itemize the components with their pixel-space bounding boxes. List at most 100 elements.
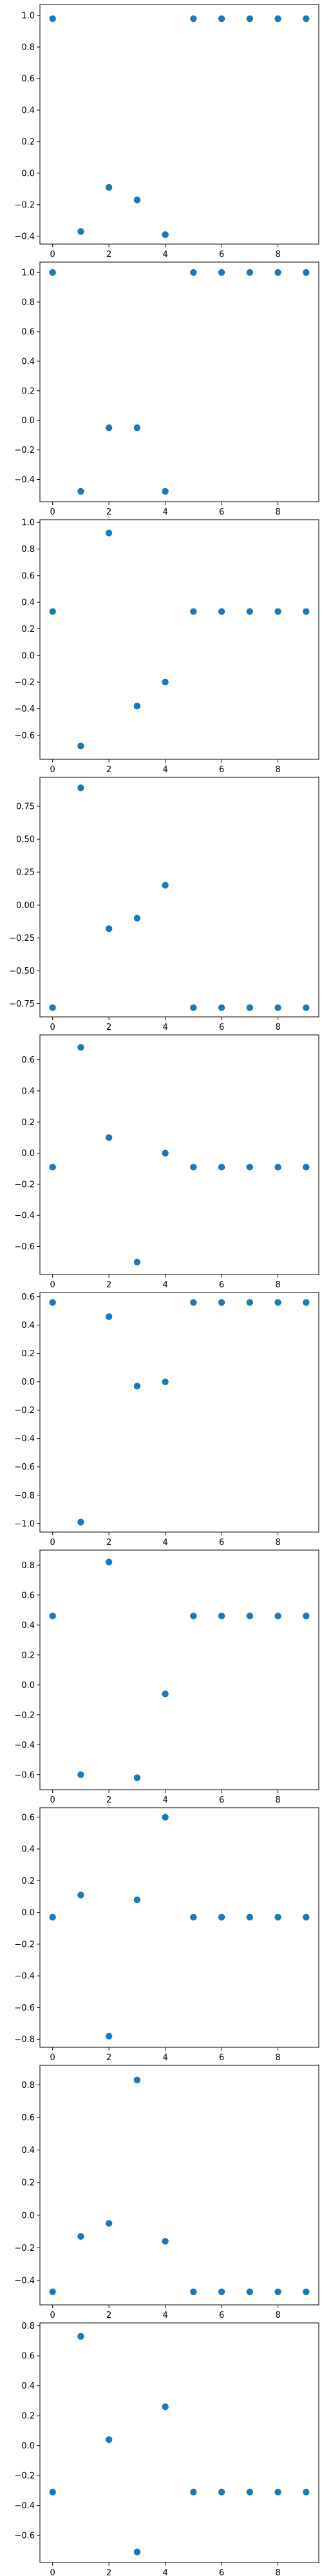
x-tick-label: 0	[50, 250, 55, 260]
axes-frame	[40, 777, 319, 1017]
y-tick-label: 0.2	[21, 625, 35, 634]
y-tick-label: 0.75	[16, 802, 35, 811]
x-tick-label: 6	[219, 1538, 224, 1548]
x-tick-label: 4	[162, 1538, 167, 1548]
y-tick-label: 0.2	[21, 2179, 35, 2188]
data-point	[218, 15, 225, 22]
data-point	[218, 1299, 225, 1305]
y-tick-label: −0.4	[14, 232, 35, 242]
y-tick-label: 0.4	[21, 1321, 35, 1331]
x-tick-label: 2	[106, 2053, 111, 2063]
x-tick-label: 4	[162, 2053, 167, 2063]
y-tick-label: −0.6	[14, 1463, 35, 1472]
scatter-panel-10: 0 2 4 6 8 −0.6 −0.4 −0.2 0.0 0.2 0.4 0.6 0.8	[14, 2322, 319, 2576]
data-point	[162, 1150, 168, 1156]
y-tick-label: 0.6	[21, 327, 35, 337]
data-point	[190, 1004, 196, 1010]
data-point	[49, 1004, 55, 1010]
x-tick-label: 6	[219, 2053, 224, 2063]
x-tick-label: 0	[50, 2311, 55, 2320]
y-tick-label: −0.4	[14, 475, 35, 485]
y-tick-label: −0.2	[14, 1180, 35, 1189]
scatter-panel-4: 0 2 4 6 8 −0.75 −0.50 −0.25 0.00 0.25 0.50 0.75	[9, 777, 319, 1032]
x-tick-label: 8	[275, 2568, 280, 2576]
y-tick-label: −0.6	[14, 1770, 35, 1780]
data-point	[77, 2233, 84, 2240]
y-tick-label: 0.6	[21, 2113, 35, 2123]
data-point	[49, 15, 55, 22]
x-tick-label: 0	[50, 1538, 55, 1548]
scatter-panel-6: 0 2 4 6 8 −1.0 −0.8 −0.6 −0.4 −0.2 0.0 0.2 0.4 0.6	[14, 1293, 319, 1548]
data-point	[274, 269, 281, 276]
data-point	[247, 269, 253, 276]
y-tick-label: 0.6	[21, 1293, 35, 1302]
x-tick-label: 2	[106, 1280, 111, 1290]
y-tick-label: −0.2	[14, 2244, 35, 2253]
data-point	[49, 608, 55, 614]
x-tick-label: 4	[162, 1280, 167, 1290]
axes-frame	[40, 1808, 319, 2047]
data-point	[190, 2489, 196, 2496]
data-point	[162, 679, 168, 685]
data-point	[303, 1164, 309, 1170]
y-tick-label: 0.8	[21, 2322, 35, 2331]
data-point	[274, 1299, 281, 1305]
y-tick-label: 0.0	[21, 1378, 35, 1387]
data-point	[106, 1313, 112, 1320]
y-tick-label: −0.2	[14, 1940, 35, 1949]
y-tick-label: 0.4	[21, 598, 35, 608]
x-tick-label: 8	[275, 2053, 280, 2063]
data-point	[218, 1914, 225, 1920]
axes-frame	[40, 1035, 319, 1274]
x-tick-label: 0	[50, 2568, 55, 2576]
x-tick-label: 2	[106, 1538, 111, 1548]
data-point	[49, 1914, 55, 1920]
data-point	[106, 1134, 112, 1141]
x-tick-label: 2	[106, 765, 111, 775]
y-tick-label: 0.0	[21, 1908, 35, 1918]
y-tick-label: 0.2	[21, 1877, 35, 1886]
data-point	[162, 882, 168, 888]
y-tick-label: −0.4	[14, 1434, 35, 1444]
data-point	[162, 2238, 168, 2244]
data-point	[162, 2403, 168, 2410]
data-point	[303, 1613, 309, 1619]
data-point	[49, 1613, 55, 1619]
x-tick-label: 8	[275, 1280, 280, 1290]
x-tick-label: 0	[50, 1795, 55, 1805]
data-point	[106, 184, 112, 191]
y-tick-label: 0.6	[21, 2352, 35, 2362]
data-point	[303, 1004, 309, 1010]
x-tick-label: 2	[106, 1023, 111, 1032]
data-point	[190, 15, 196, 22]
y-tick-label: 0.6	[21, 571, 35, 581]
y-tick-label: 1.0	[21, 518, 35, 528]
y-tick-label: 0.6	[21, 1056, 35, 1065]
x-tick-label: 6	[219, 2311, 224, 2320]
x-tick-label: 6	[219, 1795, 224, 1805]
scatter-panel-1: 0 2 4 6 8 −0.4 −0.2 0.0 0.2 0.4 0.6 0.8 1.0	[14, 5, 319, 260]
y-tick-label: 0.4	[21, 1621, 35, 1631]
y-tick-label: 0.0	[21, 169, 35, 178]
y-tick-label: −0.4	[14, 2277, 35, 2286]
data-point	[49, 269, 55, 276]
axes-frame	[40, 2065, 319, 2305]
data-point	[77, 784, 84, 791]
data-point	[106, 1558, 112, 1565]
data-point	[162, 231, 168, 238]
axes-frame	[40, 262, 319, 502]
x-tick-label: 4	[162, 765, 167, 775]
x-tick-label: 8	[275, 1795, 280, 1805]
data-point	[49, 1164, 55, 1170]
x-tick-label: 0	[50, 1023, 55, 1032]
x-tick-label: 8	[275, 765, 280, 775]
axes-frame	[40, 520, 319, 759]
data-point	[218, 269, 225, 276]
data-point	[247, 608, 253, 614]
x-tick-label: 4	[162, 250, 167, 260]
data-point	[274, 608, 281, 614]
x-tick-label: 4	[162, 2311, 167, 2320]
y-tick-label: −0.8	[14, 2035, 35, 2045]
x-tick-label: 8	[275, 1538, 280, 1548]
data-point	[274, 1164, 281, 1170]
